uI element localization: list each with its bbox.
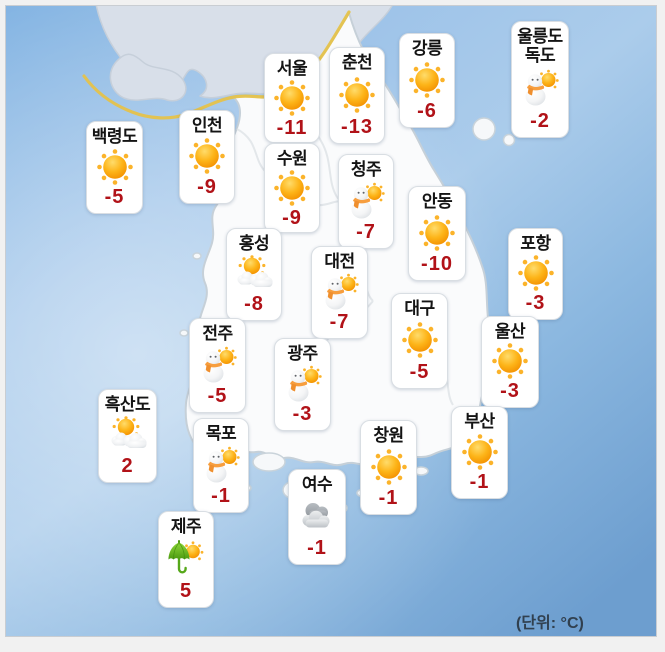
temperature-value: -1 [469,471,490,493]
city-name: 청주 [350,160,382,179]
city-name: 강릉 [411,39,443,58]
temperature-value: -2 [530,110,550,132]
temperature-value: -6 [417,100,437,122]
sun-icon [406,60,448,100]
temperature-value: -5 [409,361,430,383]
temperature-value: -5 [207,385,228,407]
city-name: 포항 [520,234,551,253]
city-name: 여수 [301,475,333,494]
sun-icon [94,147,136,187]
temperature-value: -1 [307,537,327,559]
city-card-suwon: 수원 -9 [264,143,320,233]
sun-icon [416,213,458,253]
city-card-baengnyeongdo: 백령도 -5 [86,121,143,214]
snowman-sun-icon [197,345,239,385]
city-card-chuncheon: 춘천 -13 [329,47,385,144]
sun-icon [399,320,441,360]
city-card-jeju: 제주 5 [158,511,214,608]
city-card-hongseong: 홍성 -8 [226,228,282,321]
temperature-value: -3 [500,380,520,403]
snowman-sun-icon [282,364,324,404]
city-name: 대구 [404,299,435,318]
city-name: 인천 [191,116,223,135]
sun-icon [368,447,410,487]
sun-icon [336,75,378,115]
snowman-sun-icon [519,68,561,108]
sun-icon [186,136,228,176]
city-card-mokpo: 목포 -1 [193,418,249,513]
city-card-changwon: 창원 -1 [360,420,417,515]
city-card-ulleungdo-dokdo: 울릉도 독도 -2 [511,21,569,138]
sun-icon [271,168,313,208]
snowman-sun-icon [200,445,242,485]
city-card-incheon: 인천 -9 [179,110,235,204]
temperature-value: -11 [276,117,308,140]
temperature-value: -10 [421,253,453,275]
city-name: 목포 [205,424,237,443]
sun-cloud-icon [107,415,149,455]
city-card-jeonju: 전주 -5 [189,318,246,413]
sun-icon [459,432,501,472]
temperature-value: -5 [104,186,125,208]
temperature-value: -7 [329,311,350,333]
city-card-andong: 안동 -10 [408,186,466,281]
city-name: 수원 [276,149,308,168]
city-card-gangneung: 강릉 -6 [399,33,455,128]
city-name: 울릉도 독도 [517,27,563,66]
sun-icon [489,341,531,381]
city-name: 안동 [421,192,453,211]
city-name: 울산 [494,322,526,341]
city-name: 제주 [170,517,202,536]
city-card-daejeon: 대전 -7 [311,246,368,339]
city-name: 백령도 [91,127,138,146]
city-cards-layer: 백령도 -5 인천 -9 서울 -11 수원 -9 춘천 -13 강릉 -6 울… [6,6,656,636]
umbrella-sun-icon [165,539,207,579]
sun-icon [271,78,313,118]
city-name: 부산 [464,412,495,431]
city-card-gwangju: 광주 -3 [274,338,331,431]
temperature-value: -9 [197,176,217,198]
city-name: 창원 [373,426,404,445]
city-card-cheongju: 청주 -7 [338,154,394,249]
city-name: 광주 [287,344,318,363]
temperature-value: 5 [179,580,193,602]
temperature-value: -1 [378,487,399,509]
temperature-value: -3 [525,292,546,315]
city-name: 춘천 [341,53,373,72]
snowman-sun-icon [345,181,387,221]
city-card-busan: 부산 -1 [451,406,508,499]
city-name: 홍성 [238,234,270,253]
temperature-value: -9 [282,207,302,230]
city-card-daegu: 대구 -5 [391,293,448,389]
city-card-yeosu: 여수 -1 [288,469,346,565]
snowman-sun-icon [319,272,361,312]
cloud-icon [296,496,338,536]
temperature-value: 2 [121,455,134,477]
north-korea-landmass [95,6,393,102]
city-name: 대전 [324,252,355,271]
city-name: 서울 [276,59,308,78]
temperature-value: -3 [292,403,313,425]
city-card-ulsan: 울산 -3 [481,316,539,408]
sun-cloud-icon [233,254,275,294]
unit-label: (단위: °C) [516,615,584,632]
sun-icon [515,253,557,293]
temperature-value: -8 [244,293,264,315]
city-card-seoul: 서울 -11 [264,53,320,143]
temperature-value: -13 [341,116,373,138]
city-card-pohang: 포항 -3 [508,228,563,320]
temperature-value: -1 [211,485,231,507]
city-name: 흑산도 [104,395,151,414]
city-card-heuksando: 흑산도 2 [98,389,157,483]
weather-map: 백령도 -5 인천 -9 서울 -11 수원 -9 춘천 -13 강릉 -6 울… [5,5,657,637]
city-name: 전주 [202,324,233,343]
temperature-value: -7 [356,221,376,243]
